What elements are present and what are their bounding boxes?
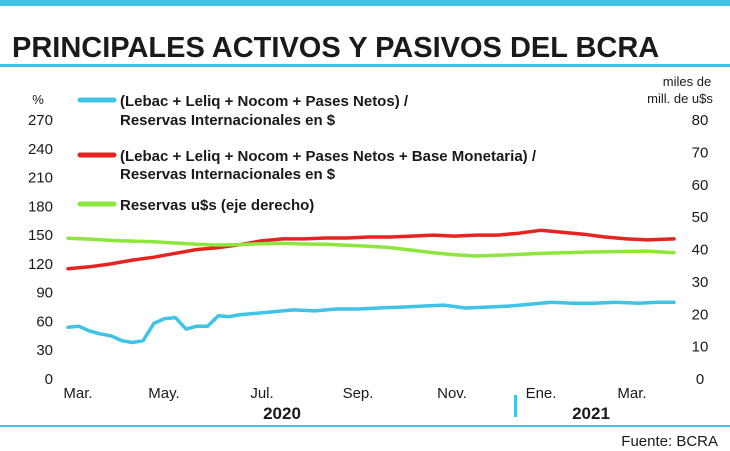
left-tick-label: 30 [36, 342, 53, 359]
x-tick-label: Jul. [250, 385, 273, 402]
left-tick-label: 60 [36, 313, 53, 330]
x-tick-label: May. [148, 385, 179, 402]
right-tick-label: 60 [692, 177, 709, 194]
series-line-2 [66, 228, 676, 271]
year-label-2020: 2020 [263, 404, 301, 423]
legend-series-2-line1: (Lebac + Leliq + Nocom + Pases Netos + B… [120, 148, 537, 165]
right-tick-label: 10 [692, 339, 709, 356]
legend: (Lebac + Leliq + Nocom + Pases Netos) / … [77, 93, 537, 214]
left-tick-label: 90 [36, 285, 53, 302]
left-tick-label: 150 [28, 227, 53, 244]
top-accent-bar [0, 0, 730, 6]
left-tick-label: 210 [28, 170, 53, 187]
right-tick-label: 80 [692, 112, 709, 129]
x-tick-label: Mar. [63, 385, 92, 402]
plot-area [66, 228, 676, 345]
right-tick-label: 0 [696, 371, 704, 388]
left-tick-label: 180 [28, 198, 53, 215]
right-tick-label: 30 [692, 274, 709, 291]
x-tick-label: Ene. [526, 385, 557, 402]
legend-series-1-line2: Reservas Internacionales en $ [120, 112, 336, 129]
right-tick-label: 70 [692, 144, 709, 161]
legend-series-2-line2: Reservas Internacionales en $ [120, 166, 336, 183]
right-axis-unit-line2: mill. de u$s [647, 91, 713, 106]
right-tick-label: 50 [692, 209, 709, 226]
x-tick-label: Mar. [617, 385, 646, 402]
year-divider [514, 395, 517, 417]
legend-series-1-line1: (Lebac + Leliq + Nocom + Pases Netos) / [120, 93, 409, 110]
left-tick-label: 270 [28, 112, 53, 129]
series-line-1 [66, 300, 676, 345]
x-tick-label: Sep. [343, 385, 374, 402]
left-axis-unit: % [32, 92, 44, 107]
x-tick-label: Nov. [437, 385, 467, 402]
left-tick-label: 240 [28, 141, 53, 158]
left-tick-label: 0 [45, 371, 53, 388]
chart-title: PRINCIPALES ACTIVOS Y PASIVOS DEL BCRA [12, 32, 659, 64]
title-underline [0, 64, 730, 67]
series-line-3 [66, 236, 676, 258]
x-axis: Mar. May. Jul. Sep. Nov. Ene. Mar. [63, 385, 646, 402]
legend-series-3-label: Reservas u$s (eje derecho) [120, 197, 314, 214]
right-tick-label: 20 [692, 306, 709, 323]
year-label-2021: 2021 [572, 404, 610, 423]
right-axis-unit-line1: miles de [663, 74, 711, 89]
right-axis: 0 10 20 30 40 50 60 70 80 [692, 112, 709, 388]
source-note: Fuente: BCRA [621, 433, 718, 450]
right-tick-label: 40 [692, 242, 709, 259]
left-tick-label: 120 [28, 256, 53, 273]
bottom-rule [0, 425, 730, 427]
left-axis: 0 30 60 90 120 150 180 210 240 270 [28, 112, 53, 388]
